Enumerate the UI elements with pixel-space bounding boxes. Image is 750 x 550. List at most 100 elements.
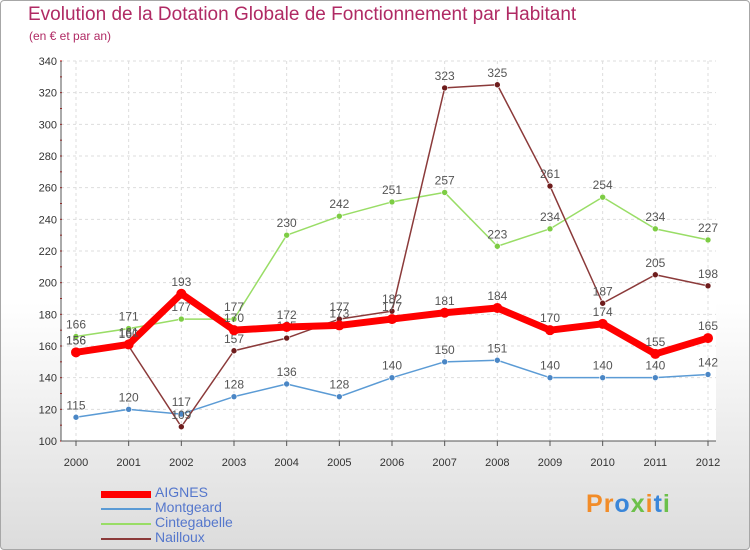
x-tick-label: 2008 bbox=[485, 457, 509, 469]
data-point bbox=[178, 423, 185, 431]
data-label: 205 bbox=[645, 256, 665, 270]
data-point bbox=[334, 320, 345, 331]
data-label: 177 bbox=[329, 300, 349, 314]
data-point bbox=[599, 299, 606, 307]
data-point bbox=[492, 303, 503, 313]
data-point bbox=[546, 182, 554, 190]
legend-label: Nailloux bbox=[155, 529, 205, 545]
data-point bbox=[652, 271, 659, 279]
logo-letter: i bbox=[645, 490, 654, 518]
data-label: 150 bbox=[435, 343, 455, 357]
data-point bbox=[599, 374, 606, 381]
data-point bbox=[281, 322, 292, 332]
data-label: 142 bbox=[698, 356, 718, 370]
data-label: 223 bbox=[487, 227, 507, 241]
data-label: 165 bbox=[698, 319, 718, 333]
data-label: 198 bbox=[698, 267, 718, 281]
data-label: 117 bbox=[172, 395, 191, 409]
data-label: 157 bbox=[224, 332, 244, 346]
data-point bbox=[178, 410, 185, 418]
data-point bbox=[652, 374, 659, 381]
data-label: 261 bbox=[540, 167, 560, 181]
data-label: 170 bbox=[540, 311, 560, 325]
data-point bbox=[283, 380, 290, 388]
data-label: 161 bbox=[119, 325, 139, 339]
data-point bbox=[125, 406, 132, 413]
data-point bbox=[441, 358, 448, 366]
data-point bbox=[439, 307, 450, 318]
y-tick-label: 260 bbox=[39, 183, 57, 195]
data-label: 120 bbox=[119, 390, 139, 404]
x-tick-label: 2003 bbox=[222, 457, 246, 469]
logo-letter: i bbox=[662, 490, 671, 518]
data-label: 227 bbox=[698, 221, 718, 235]
data-point bbox=[546, 374, 554, 381]
x-tick-label: 2001 bbox=[116, 457, 140, 469]
data-point bbox=[283, 334, 290, 342]
chart-subtitle: (en € et par an) bbox=[29, 29, 112, 43]
data-label: 128 bbox=[224, 378, 244, 392]
data-point bbox=[703, 333, 713, 344]
data-point bbox=[125, 325, 132, 332]
data-point bbox=[494, 81, 501, 89]
legend-item: Nailloux bbox=[101, 529, 361, 546]
logo-letter: o bbox=[614, 490, 631, 518]
data-label: 182 bbox=[382, 292, 402, 306]
logo-letter: r bbox=[603, 490, 615, 518]
data-point bbox=[388, 374, 396, 381]
data-label: 156 bbox=[66, 333, 86, 347]
data-label: 170 bbox=[224, 311, 244, 325]
x-tick-label: 2012 bbox=[696, 457, 720, 469]
data-point bbox=[704, 236, 712, 244]
y-tick-label: 180 bbox=[39, 309, 57, 321]
data-label: 177 bbox=[171, 300, 191, 314]
data-label: 171 bbox=[119, 310, 139, 324]
data-point bbox=[652, 225, 659, 233]
data-label: 136 bbox=[277, 365, 297, 379]
data-label: 109 bbox=[171, 408, 191, 422]
data-label: 181 bbox=[435, 294, 455, 308]
data-point bbox=[704, 371, 712, 378]
x-tick-label: 2010 bbox=[590, 457, 614, 469]
data-label: 234 bbox=[645, 210, 665, 224]
y-tick-label: 320 bbox=[39, 88, 57, 100]
data-point bbox=[336, 212, 343, 220]
legend-swatch bbox=[101, 508, 151, 510]
data-label: 155 bbox=[645, 335, 665, 349]
data-point bbox=[123, 339, 134, 350]
brand-logo: Proxiti bbox=[586, 490, 671, 519]
data-label: 174 bbox=[593, 305, 613, 319]
x-tick-label: 2002 bbox=[169, 457, 193, 469]
y-tick-label: 140 bbox=[39, 373, 57, 385]
data-point bbox=[494, 356, 501, 364]
data-point bbox=[176, 288, 187, 299]
data-label: 187 bbox=[593, 284, 613, 298]
data-label: 156 bbox=[66, 333, 86, 347]
logo-letter: x bbox=[630, 490, 646, 518]
x-tick-label: 2000 bbox=[64, 457, 88, 469]
data-point bbox=[704, 282, 712, 290]
y-tick-label: 200 bbox=[39, 278, 57, 290]
data-point bbox=[388, 198, 396, 206]
data-point bbox=[597, 318, 608, 329]
logo-letter: P bbox=[586, 490, 604, 518]
data-label: 140 bbox=[382, 359, 402, 373]
data-point bbox=[441, 189, 448, 196]
data-label: 184 bbox=[487, 289, 507, 303]
y-tick-label: 340 bbox=[39, 56, 57, 68]
data-label: 151 bbox=[487, 341, 507, 355]
data-label: 177 bbox=[224, 300, 244, 314]
y-tick-label: 100 bbox=[39, 436, 57, 448]
legend-swatch bbox=[101, 523, 151, 525]
data-point bbox=[441, 84, 448, 92]
legend-swatch bbox=[101, 490, 151, 498]
data-point bbox=[230, 347, 238, 355]
data-label: 234 bbox=[540, 210, 560, 224]
legend: AIGNES Montgeard Cintegabelle Nailloux bbox=[101, 485, 361, 546]
y-tick-label: 240 bbox=[39, 214, 57, 226]
data-label: 115 bbox=[66, 398, 85, 412]
data-point bbox=[494, 242, 501, 250]
data-point bbox=[650, 348, 661, 359]
y-tick-label: 120 bbox=[39, 404, 57, 416]
